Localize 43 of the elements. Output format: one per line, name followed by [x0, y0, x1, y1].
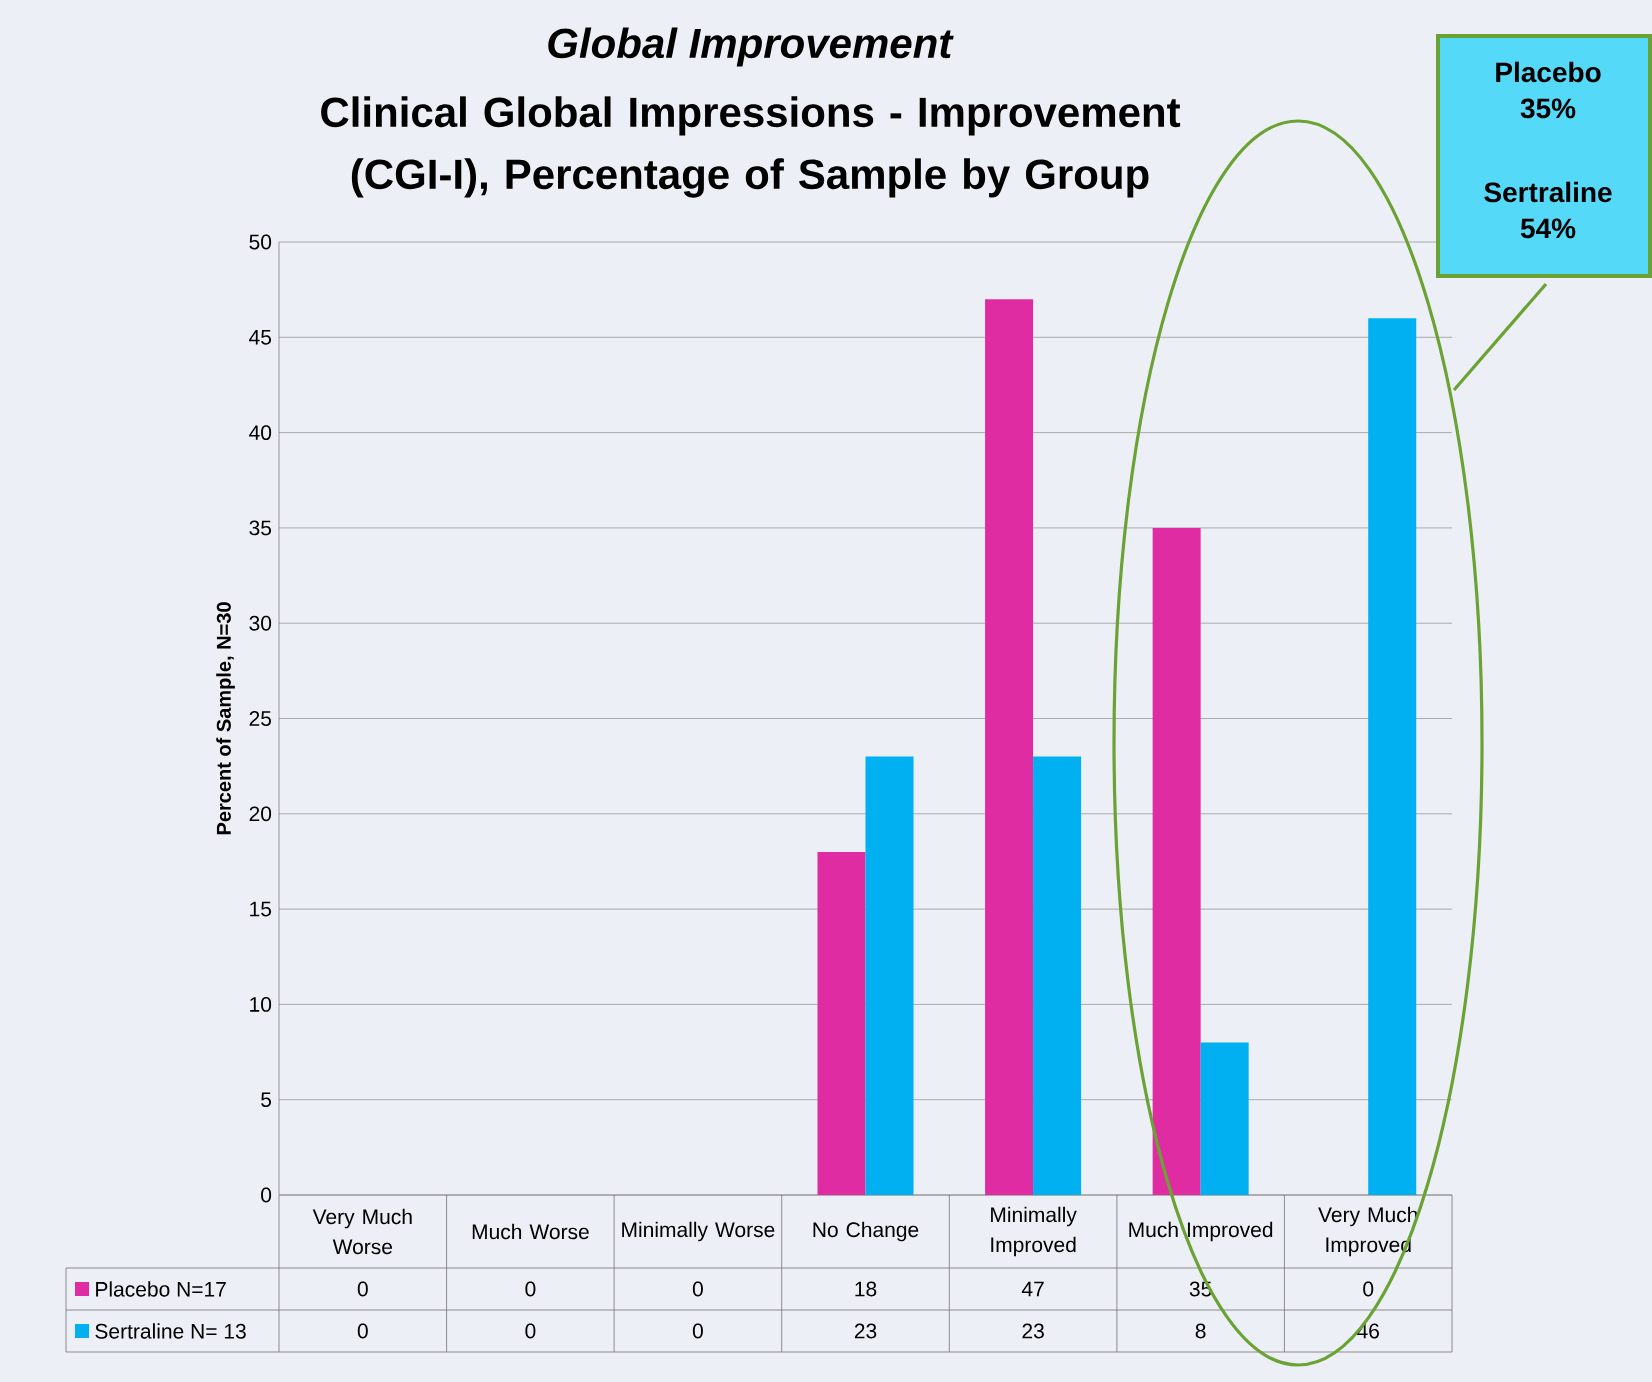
x-tick-label: Very Much Worse	[312, 1208, 412, 1255]
legend-label: Sertraline N= 13	[95, 1323, 246, 1339]
data-label: 47	[1021, 1281, 1044, 1297]
text: Placebo 35%	[1496, 61, 1601, 119]
y-tick-label: 5	[261, 1092, 272, 1108]
data-label: 8	[1195, 1323, 1206, 1339]
data-label: 23	[1022, 1323, 1044, 1339]
data-label: 0	[692, 1281, 703, 1297]
y-axis-title: Percent of Sample, N=30	[216, 602, 235, 835]
y-tick-label: 35	[249, 520, 272, 536]
text: Sertraline 54%	[1484, 181, 1612, 239]
y-tick-label: 40	[249, 425, 272, 441]
y-tick-label: 0	[261, 1187, 272, 1203]
x-tick-label: No Change	[813, 1221, 919, 1242]
y-tick-label: 50	[249, 234, 272, 250]
bar	[985, 299, 1034, 1195]
bar	[1033, 756, 1082, 1195]
y-tick-label: 15	[250, 901, 272, 917]
bar	[817, 851, 866, 1195]
data-label: 0	[692, 1323, 703, 1339]
y-tick-label: 10	[250, 996, 272, 1012]
bar	[1152, 527, 1201, 1195]
data-label: 0	[357, 1323, 368, 1339]
data-label: 0	[525, 1281, 536, 1297]
data-label: 0	[525, 1323, 536, 1339]
data-label: 23	[854, 1323, 877, 1339]
legend-label: Placebo N=17	[96, 1281, 226, 1297]
x-tick-label: Much Improved	[1129, 1221, 1273, 1242]
bar	[1200, 1042, 1249, 1195]
y-tick-label: 20	[249, 806, 272, 822]
x-tick-label: Minimally Improved	[991, 1206, 1077, 1257]
data-label: 18	[855, 1281, 877, 1297]
y-tick-label: 45	[249, 330, 272, 345]
y-tick-label: 25	[249, 711, 272, 726]
data-label: 0	[1363, 1281, 1374, 1297]
x-tick-label: Minimally Worse	[622, 1221, 775, 1242]
x-tick-label: Much Worse	[472, 1223, 589, 1240]
chart-title: Global Improvement	[548, 27, 954, 67]
y-tick-label: 30	[249, 615, 272, 631]
chart-subtitle: Clinical Global Impressions - Improvement (CGI-I), Percentage of Sample by Group	[321, 96, 1181, 198]
data-label: 0	[357, 1281, 368, 1297]
bar	[865, 756, 914, 1195]
bar	[1368, 318, 1417, 1195]
